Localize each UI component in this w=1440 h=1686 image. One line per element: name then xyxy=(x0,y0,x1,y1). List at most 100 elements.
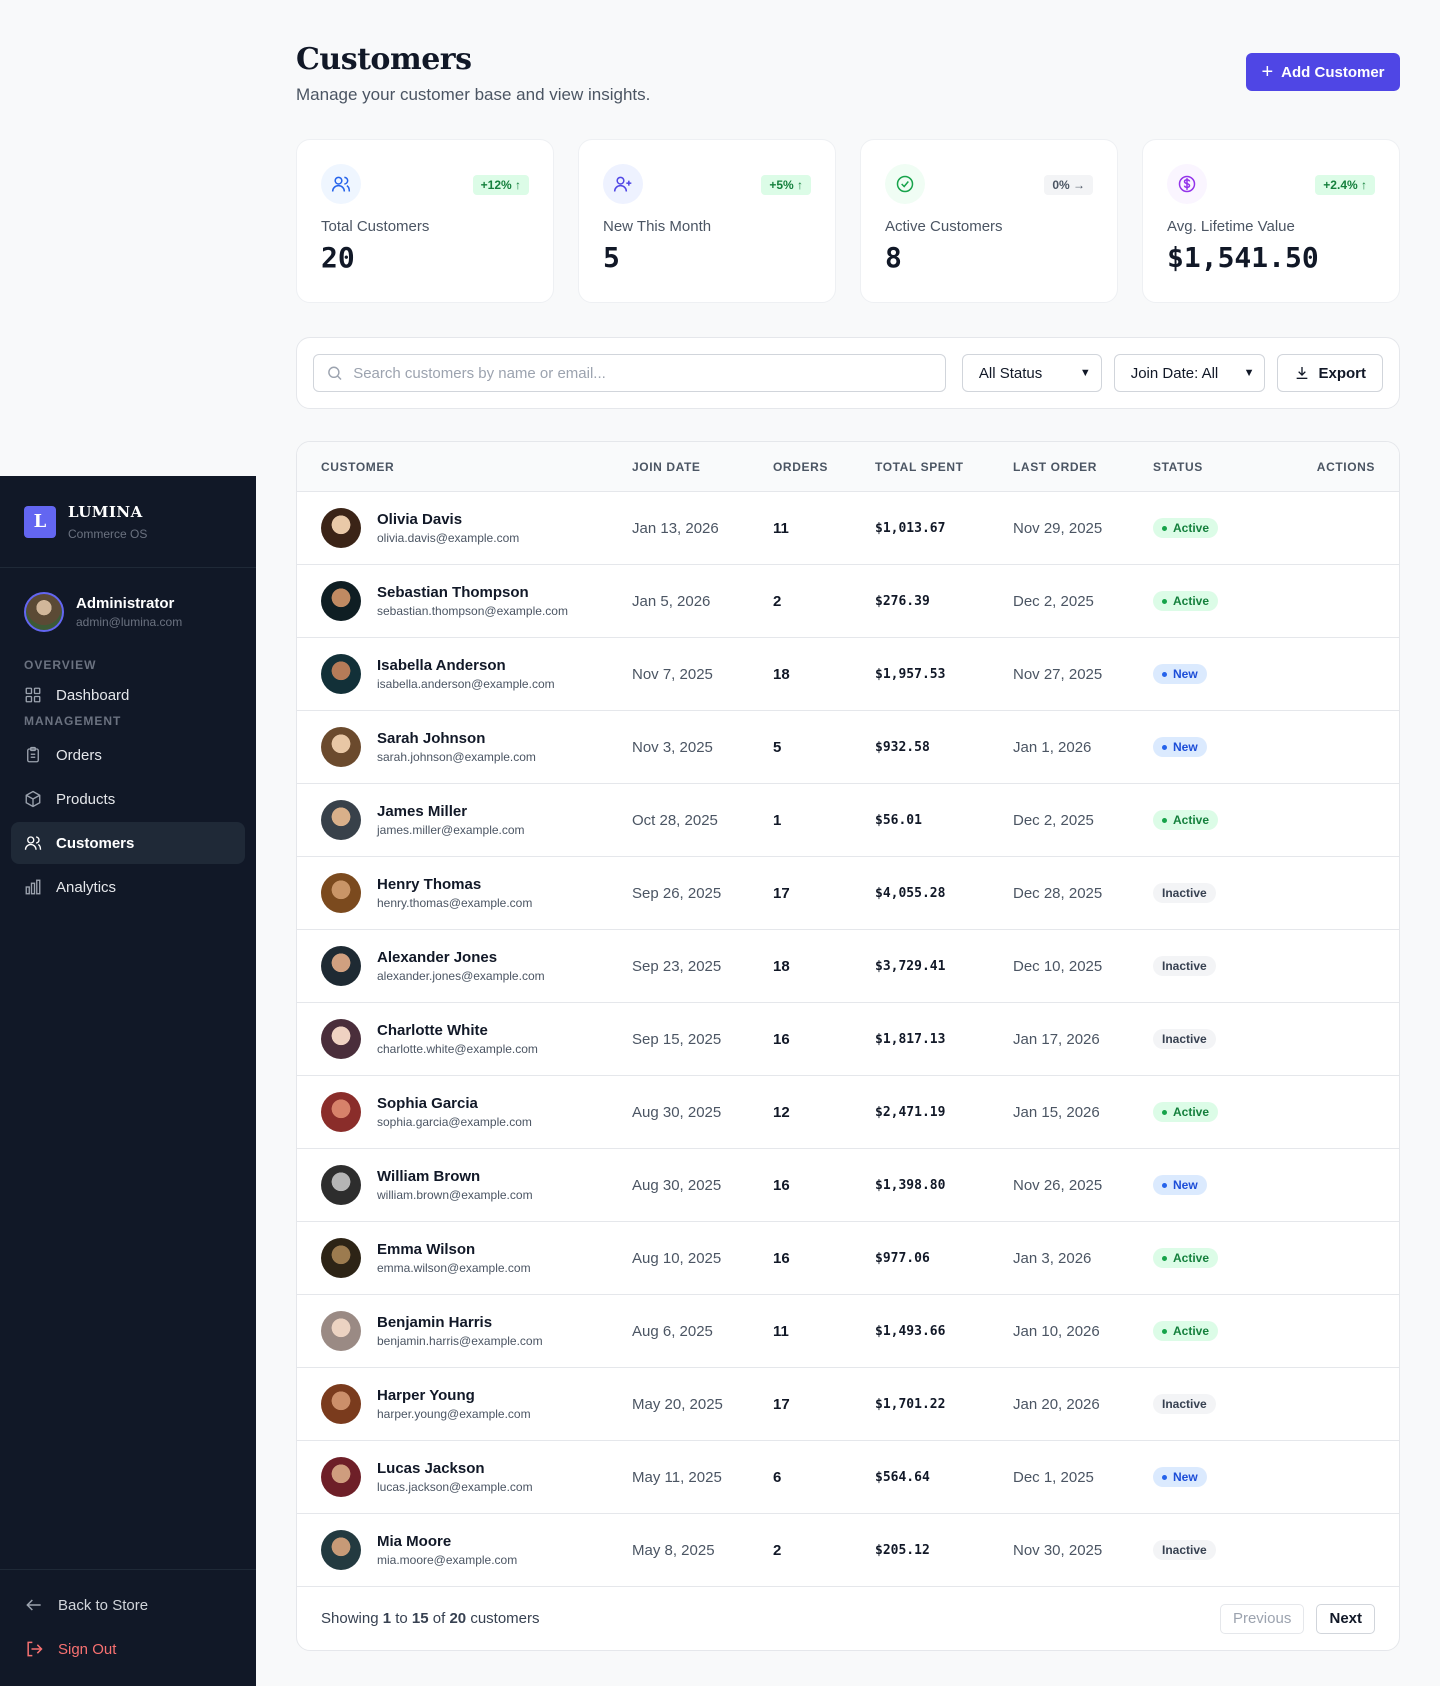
next-page-button[interactable]: Next xyxy=(1316,1603,1375,1634)
customer-name[interactable]: Henry Thomas xyxy=(377,876,482,893)
status-filter-select[interactable]: All Status ▼ xyxy=(961,354,1102,392)
sidebar-item-products[interactable]: Products xyxy=(11,778,245,820)
customer-cell: Alexander Jones alexander.jones@example.c… xyxy=(297,946,632,986)
table-row[interactable]: Sebastian Thompson sebastian.thompson@exa… xyxy=(297,565,1399,638)
table-row[interactable]: Olivia Davis olivia.davis@example.com Jan … xyxy=(297,492,1399,565)
dollar-circle-icon xyxy=(1167,164,1207,204)
total-spent-cell: $1,493.66 xyxy=(875,1323,946,1339)
customer-name[interactable]: Sarah Johnson xyxy=(377,730,486,747)
status-label: Active xyxy=(1173,1324,1210,1339)
total-spent-cell: $1,013.67 xyxy=(875,520,946,536)
avatar xyxy=(321,873,361,913)
status-badge: Active xyxy=(1153,591,1219,612)
search-input[interactable] xyxy=(353,364,933,382)
status-badge: Active xyxy=(1153,810,1219,831)
add-customer-button[interactable]: + Add Customer xyxy=(1246,53,1400,91)
col-header-status[interactable]: STATUS xyxy=(1153,459,1203,474)
table-row[interactable]: James Miller james.miller@example.com Oct … xyxy=(297,784,1399,857)
col-header-join-date[interactable]: JOIN DATE xyxy=(632,459,701,474)
status-filter-value: All Status xyxy=(978,364,1043,382)
status-label: New xyxy=(1173,667,1198,682)
summary-prefix: Showing xyxy=(321,1610,383,1627)
customer-email: benjamin.harris@example.com xyxy=(377,1334,543,1348)
status-cell: Active xyxy=(1153,518,1273,539)
table-row[interactable]: Emma Wilson emma.wilson@example.com Aug 10… xyxy=(297,1222,1399,1295)
customer-name[interactable]: Sophia Garcia xyxy=(377,1095,478,1112)
trend-badge: +5% ↑ xyxy=(761,175,811,195)
customers-table: CUSTOMER JOIN DATE ORDERS TOTAL SPENT LA… xyxy=(296,441,1400,1651)
previous-page-button[interactable]: Previous xyxy=(1219,1603,1305,1634)
join-date-filter-select[interactable]: Join Date: All ▼ xyxy=(1113,354,1266,392)
export-label: Export xyxy=(1318,364,1366,382)
col-header-orders[interactable]: ORDERS xyxy=(773,459,828,474)
customer-name[interactable]: James Miller xyxy=(377,803,468,820)
sign-out-button[interactable]: Sign Out xyxy=(11,1628,245,1670)
table-row[interactable]: Mia Moore mia.moore@example.com May 8, 202… xyxy=(297,1514,1399,1587)
status-cell: Active xyxy=(1153,810,1273,831)
total-spent-cell: $1,817.13 xyxy=(875,1031,946,1047)
summary-from: 1 xyxy=(382,1610,392,1627)
customer-cell: Emma Wilson emma.wilson@example.com xyxy=(297,1238,632,1278)
sidebar-item-orders[interactable]: Orders xyxy=(11,734,245,776)
table-row[interactable]: Lucas Jackson lucas.jackson@example.com Ma… xyxy=(297,1441,1399,1514)
sidebar: L LUMINA Commerce OS Administrator admin… xyxy=(0,476,256,1686)
join-date-cell: May 20, 2025 xyxy=(632,1395,723,1413)
table-row[interactable]: Henry Thomas henry.thomas@example.com Sep … xyxy=(297,857,1399,930)
customer-name[interactable]: Benjamin Harris xyxy=(377,1314,493,1331)
brand[interactable]: L LUMINA Commerce OS xyxy=(0,476,256,568)
table-row[interactable]: Isabella Anderson isabella.anderson@examp… xyxy=(297,638,1399,711)
back-to-store-link[interactable]: Back to Store xyxy=(11,1584,245,1626)
status-cell: New xyxy=(1153,1175,1273,1196)
arrow-left-icon xyxy=(26,1599,41,1611)
last-order-cell: Dec 1, 2025 xyxy=(1013,1468,1094,1486)
table-row[interactable]: Alexander Jones alexander.jones@example.c… xyxy=(297,930,1399,1003)
sidebar-item-dashboard[interactable]: Dashboard xyxy=(11,678,245,712)
join-date-cell: Aug 30, 2025 xyxy=(632,1176,722,1194)
search-box[interactable] xyxy=(313,354,946,392)
table-row[interactable]: Sophia Garcia sophia.garcia@example.com Au… xyxy=(297,1076,1399,1149)
summary-mid2: of xyxy=(428,1610,450,1627)
stat-label: Avg. Lifetime Value xyxy=(1167,218,1295,235)
orders-cell: 18 xyxy=(773,665,790,683)
customer-name[interactable]: Lucas Jackson xyxy=(377,1460,485,1477)
nav-section-overview: OVERVIEW xyxy=(24,658,97,672)
table-row[interactable]: Harper Young harper.young@example.com May … xyxy=(297,1368,1399,1441)
status-badge: New xyxy=(1153,737,1207,758)
table-row[interactable]: Benjamin Harris benjamin.harris@example.c… xyxy=(297,1295,1399,1368)
customer-email: sarah.johnson@example.com xyxy=(377,750,536,764)
sidebar-item-customers[interactable]: Customers xyxy=(11,822,245,864)
table-row[interactable]: Charlotte White charlotte.white@example.c… xyxy=(297,1003,1399,1076)
user-profile[interactable]: Administrator admin@lumina.com xyxy=(0,568,256,644)
col-header-total-spent[interactable]: TOTAL SPENT xyxy=(875,459,964,474)
status-cell: Active xyxy=(1153,1248,1273,1269)
customer-name[interactable]: Olivia Davis xyxy=(377,511,463,528)
customer-name[interactable]: Harper Young xyxy=(377,1387,475,1404)
last-order-cell: Nov 27, 2025 xyxy=(1013,665,1103,683)
last-order-cell: Jan 17, 2026 xyxy=(1013,1030,1100,1048)
table-row[interactable]: Sarah Johnson sarah.johnson@example.com No… xyxy=(297,711,1399,784)
customer-cell: Sophia Garcia sophia.garcia@example.com xyxy=(297,1092,632,1132)
customer-name[interactable]: Mia Moore xyxy=(377,1533,452,1550)
customer-name[interactable]: Sebastian Thompson xyxy=(377,584,529,601)
avatar xyxy=(321,1238,361,1278)
sidebar-item-label: Customers xyxy=(56,834,135,852)
table-row[interactable]: William Brown william.brown@example.com Au… xyxy=(297,1149,1399,1222)
col-header-customer[interactable]: CUSTOMER xyxy=(321,459,395,474)
last-order-cell: Jan 15, 2026 xyxy=(1013,1103,1100,1121)
sidebar-item-analytics[interactable]: Analytics xyxy=(11,866,245,908)
status-label: Active xyxy=(1173,813,1210,828)
status-cell: Active xyxy=(1153,1102,1273,1123)
users-icon xyxy=(24,836,42,850)
customer-name[interactable]: Charlotte White xyxy=(377,1022,488,1039)
clipboard-icon xyxy=(27,746,39,763)
customer-cell: James Miller james.miller@example.com xyxy=(297,800,632,840)
customer-name[interactable]: Emma Wilson xyxy=(377,1241,476,1258)
export-button[interactable]: Export xyxy=(1277,354,1383,392)
status-badge: Active xyxy=(1153,1248,1219,1269)
col-header-last-order[interactable]: LAST ORDER xyxy=(1013,459,1097,474)
total-spent-cell: $276.39 xyxy=(875,593,930,609)
last-order-cell: Jan 1, 2026 xyxy=(1013,738,1092,756)
customer-name[interactable]: Isabella Anderson xyxy=(377,657,506,674)
customer-name[interactable]: Alexander Jones xyxy=(377,949,498,966)
customer-name[interactable]: William Brown xyxy=(377,1168,481,1185)
